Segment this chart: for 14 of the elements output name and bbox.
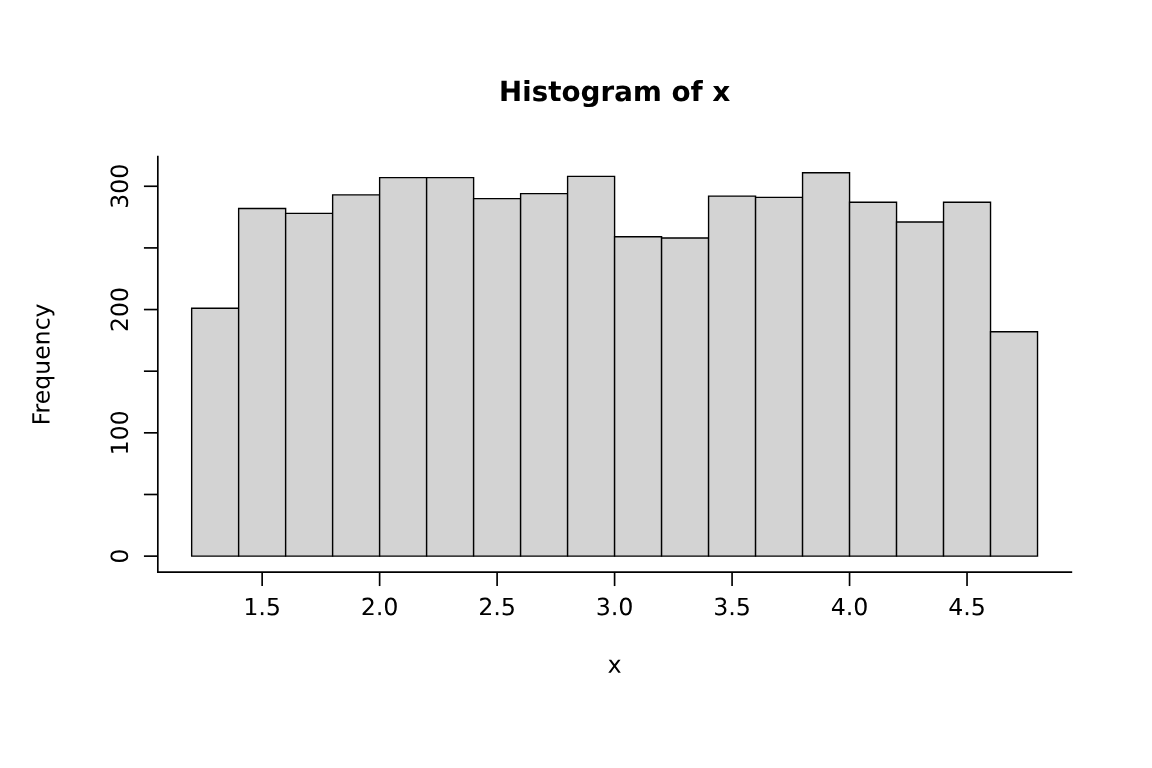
y-tick-label: 100 bbox=[110, 411, 129, 453]
y-axis-title: Frequency bbox=[32, 304, 55, 424]
y-tick-label: 300 bbox=[110, 165, 129, 207]
x-tick-label: 2.0 bbox=[362, 597, 397, 616]
x-tick-label: 3.0 bbox=[597, 597, 632, 616]
y-tick-label: 200 bbox=[110, 288, 129, 331]
x-tick-label: 1.5 bbox=[245, 597, 279, 616]
x-tick-label: 4.0 bbox=[831, 597, 867, 616]
y-tick-label: 0 bbox=[110, 550, 129, 563]
x-tick-label: 4.5 bbox=[949, 597, 984, 616]
chart-title: Histogram of x bbox=[501, 80, 730, 108]
x-tick-label: 2.5 bbox=[480, 597, 514, 616]
x-axis-title: x bbox=[608, 659, 621, 673]
x-tick-label: 3.5 bbox=[715, 597, 749, 616]
